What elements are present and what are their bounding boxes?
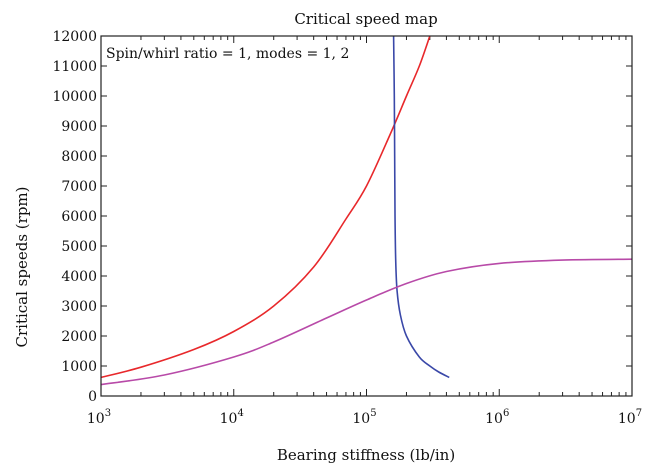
x-tick-label: 106 — [485, 408, 509, 427]
y-tick-label: 7000 — [61, 179, 97, 195]
axis-ticks — [100, 35, 633, 397]
y-tick-label: 0 — [88, 389, 97, 405]
y-tick-label: 12000 — [52, 29, 97, 45]
tick-labels: 0 1000 2000 3000 4000 5000 6000 7000 8000 9000 100… — [52, 29, 642, 427]
plot-lines — [100, 35, 633, 386]
y-tick-label: 4000 — [61, 269, 97, 285]
x-tick-base: 10 — [485, 411, 503, 427]
x-tick-exponent: 5 — [370, 408, 376, 419]
series-line-1 — [100, 35, 431, 379]
series-line-2 — [392, 35, 450, 379]
x-axis-label: Bearing stiffness (lb/in) — [277, 446, 455, 464]
y-tick-label: 8000 — [61, 149, 97, 165]
chart-annotation: Spin/whirl ratio = 1, modes = 1, 2 — [106, 46, 349, 62]
y-tick-label: 10000 — [52, 89, 97, 105]
y-tick-label: 11000 — [52, 59, 97, 75]
chart-title: Critical speed map — [294, 10, 437, 28]
x-tick-label: 103 — [87, 408, 111, 427]
x-tick-exponent: 3 — [105, 408, 111, 419]
y-tick-label: 9000 — [61, 119, 97, 135]
x-tick-base: 10 — [618, 411, 636, 427]
x-tick-exponent: 7 — [636, 408, 642, 419]
y-tick-label: 5000 — [61, 239, 97, 255]
y-axis-label: Critical speeds (rpm) — [13, 186, 31, 347]
x-tick-base: 10 — [87, 411, 105, 427]
series-line-3 — [100, 258, 633, 386]
x-tick-exponent: 4 — [237, 408, 243, 419]
x-tick-base: 10 — [352, 411, 370, 427]
x-tick-label: 107 — [618, 408, 642, 427]
y-tick-label: 3000 — [61, 299, 97, 315]
x-tick-label: 105 — [352, 408, 376, 427]
x-tick-base: 10 — [220, 411, 238, 427]
x-tick-exponent: 6 — [503, 408, 509, 419]
x-tick-label: 104 — [220, 408, 244, 427]
plot-frame — [100, 35, 633, 397]
y-tick-label: 6000 — [61, 209, 97, 225]
y-tick-label: 1000 — [61, 359, 97, 375]
y-tick-label: 2000 — [61, 329, 97, 345]
